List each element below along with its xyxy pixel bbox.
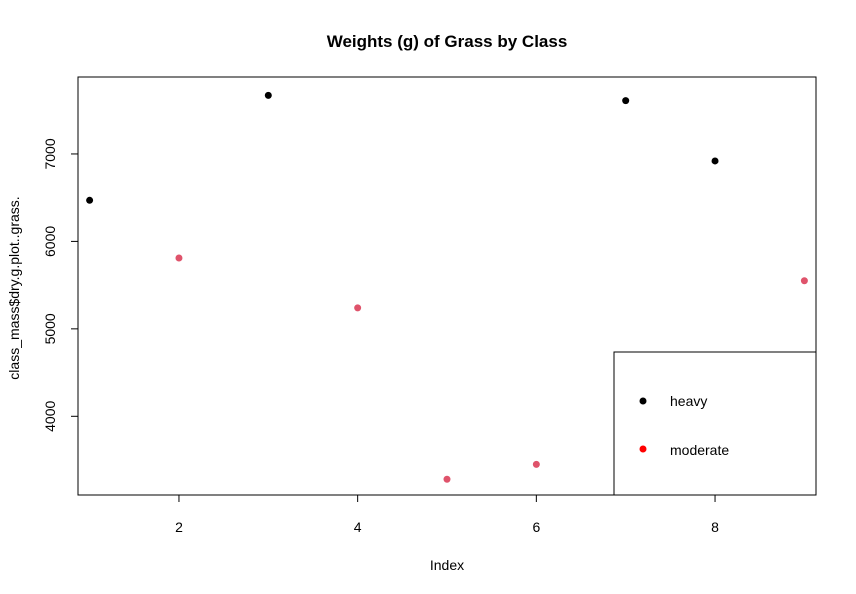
y-tick-label: 7000 [42, 138, 58, 169]
legend-marker-heavy [639, 397, 647, 405]
x-tick-label: 6 [532, 519, 540, 535]
point-heavy [711, 157, 719, 165]
legend-label-heavy: heavy [670, 393, 707, 409]
x-tick-label: 4 [354, 519, 362, 535]
legend: heavy moderate [613, 351, 817, 496]
chart-title: Weights (g) of Grass by Class [327, 32, 568, 51]
point-heavy [264, 91, 272, 99]
y-tick-label: 6000 [42, 226, 58, 257]
y-tick-label: 4000 [42, 401, 58, 432]
y-axis-label: class_mass$dry.g.plot..grass. [6, 196, 22, 379]
y-tick-label: 5000 [42, 313, 58, 344]
x-tick-label: 2 [175, 519, 183, 535]
data-points [86, 91, 808, 483]
point-moderate [175, 254, 183, 262]
x-tick-label: 8 [711, 519, 719, 535]
point-moderate [532, 460, 540, 468]
x-axis-label: Index [430, 557, 464, 573]
point-moderate [354, 304, 362, 312]
legend-label-moderate: moderate [670, 442, 729, 458]
point-moderate [800, 277, 808, 285]
legend-box [613, 351, 817, 496]
y-axis: 4000 5000 6000 7000 [42, 138, 79, 432]
point-heavy [86, 196, 94, 204]
point-moderate [443, 475, 451, 483]
point-heavy [622, 97, 630, 105]
legend-marker-moderate [639, 445, 647, 453]
x-axis: 2 4 6 8 [175, 494, 719, 535]
